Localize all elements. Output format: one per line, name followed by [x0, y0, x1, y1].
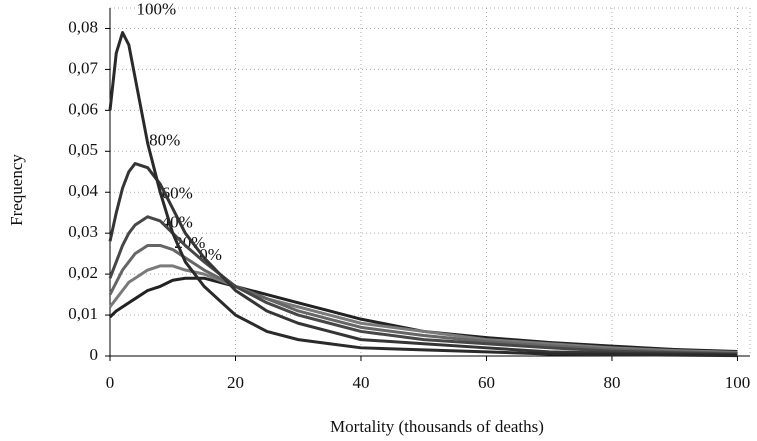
y-tick-label: 0,06: [68, 99, 98, 118]
x-tick-label: 100: [725, 373, 751, 392]
series-line: [108, 215, 738, 356]
y-tick-label: 0,01: [68, 304, 98, 323]
y-axis-label: Frequency: [7, 154, 26, 226]
plot-border: [109, 7, 751, 357]
series-label: 80%: [149, 130, 180, 149]
series-label: 100%: [137, 0, 177, 18]
y-tick-label: 0: [90, 345, 99, 364]
x-axis-label: Mortality (thousands of deaths): [330, 417, 544, 436]
series-line: [108, 31, 738, 358]
x-tick-label: 60: [478, 373, 495, 392]
y-tick-label: 0,02: [68, 263, 98, 282]
series-line: [108, 162, 738, 357]
x-tick-label: 0: [106, 373, 115, 392]
y-tick-label: 0,05: [68, 140, 98, 159]
y-tick-label: 0,08: [68, 17, 98, 36]
y-tick-label: 0,03: [68, 222, 98, 241]
y-tick-label: 0,07: [68, 58, 98, 77]
x-tick-label: 80: [603, 373, 620, 392]
x-tick-label: 40: [352, 373, 369, 392]
series-label: 60%: [162, 184, 193, 203]
y-tick-label: 0,04: [68, 181, 98, 200]
x-tick-label: 20: [227, 373, 244, 392]
